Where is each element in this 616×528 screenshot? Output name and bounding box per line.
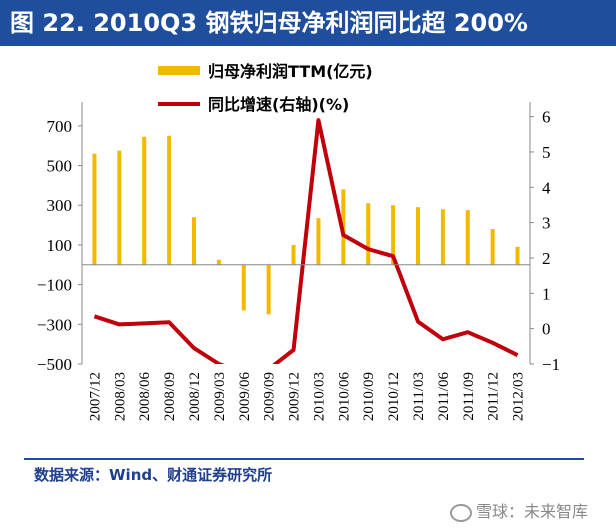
x-tick-label: 2012/03: [511, 372, 527, 421]
x-tick-label: 2010/06: [336, 372, 352, 422]
y-right-tick-label: −1: [542, 355, 560, 374]
y-right-tick-label: 6: [542, 108, 551, 127]
y-left-tick-label: 100: [47, 236, 73, 255]
y-left-tick-label: 500: [47, 157, 73, 176]
y-right-tick-label: 4: [542, 178, 551, 197]
bar-2010/03: [316, 218, 321, 265]
source-note: 数据来源：Wind、财通证券研究所: [34, 466, 273, 484]
bar-2011/09: [465, 210, 470, 265]
bar-2011/03: [416, 207, 420, 265]
chart: 700 500 300 100 −100 −300 −500 6 5 4 3 2 1 0 −1 2007/12…: [37, 62, 560, 421]
legend-line-label: 同比增速(右轴)(%): [208, 95, 349, 114]
x-tick-label: 2011/09: [461, 372, 477, 421]
chart-title: 图 22. 2010Q3 钢铁归母净利润同比超 200%: [10, 9, 528, 37]
bar-2011/06: [440, 209, 445, 265]
y-right-tick-label: 3: [542, 214, 551, 233]
x-tick-label: 2007/12: [87, 372, 103, 421]
y-right-tick-label: 2: [542, 249, 551, 268]
x-tick-label: 2010/12: [386, 372, 402, 421]
x-tick-label: 2010/09: [361, 372, 377, 421]
y-left-tick-label: −300: [37, 315, 72, 334]
y-left-tick-label: 300: [47, 196, 73, 215]
bar-2008/03: [117, 150, 122, 265]
divider-rule: [24, 458, 584, 460]
bars-layer: [92, 135, 520, 315]
growth-rate-line: [93, 118, 519, 364]
bar-2009/06: [241, 264, 246, 311]
x-tick-label: 2009/06: [237, 372, 253, 422]
bar-2008/12: [192, 217, 196, 265]
axes-layer: 700 500 300 100 −100 −300 −500 6 5 4 3 2 1 0 −1 2007/12…: [37, 102, 560, 421]
bar-2011/12: [490, 229, 495, 265]
legend: 归母净利润TTM(亿元) 同比增速(右轴)(%): [158, 62, 373, 114]
y-right-tick-label: 1: [542, 284, 551, 303]
y-left-tick-label: −100: [37, 276, 72, 295]
bar-2008/06: [142, 136, 147, 265]
legend-bar-swatch: [158, 66, 200, 75]
x-tick-label: 2008/03: [112, 372, 128, 421]
bar-2012/03: [515, 246, 520, 265]
x-tick-label: 2009/09: [262, 372, 278, 421]
x-tick-label: 2008/12: [187, 372, 203, 421]
x-tick-label: 2009/12: [287, 372, 303, 421]
x-tick-label: 2008/09: [162, 372, 178, 421]
watermark-text: 雪球：未来智库: [476, 502, 589, 521]
y-right-tick-label: 5: [542, 143, 551, 162]
bar-2008/09: [167, 135, 172, 265]
x-tick-label: 2008/06: [137, 372, 153, 422]
x-tick-label: 2011/03: [411, 372, 427, 421]
y-left-tick-label: −500: [37, 355, 72, 374]
bar-2007/12: [92, 153, 97, 265]
line-layer: [93, 118, 519, 364]
legend-bar-label: 归母净利润TTM(亿元): [208, 62, 373, 81]
title-bar: 图 22. 2010Q3 钢铁归母净利润同比超 200%: [0, 0, 616, 46]
x-tick-label: 2011/06: [436, 372, 452, 421]
y-left-tick-label: 700: [47, 117, 73, 136]
bar-2010/09: [366, 203, 371, 265]
bar-2009/03: [216, 259, 221, 265]
snowball-logo-icon: [450, 503, 472, 522]
x-tick-label: 2009/03: [212, 372, 228, 421]
bar-2010/12: [391, 205, 396, 265]
x-tick-label: 2010/03: [311, 372, 327, 421]
bar-2009/12: [291, 244, 296, 265]
y-right-tick-label: 0: [542, 320, 551, 339]
x-tick-label: 2011/12: [486, 372, 502, 421]
watermark: 雪球：未来智库: [450, 498, 588, 522]
bar-2009/09: [266, 264, 271, 315]
